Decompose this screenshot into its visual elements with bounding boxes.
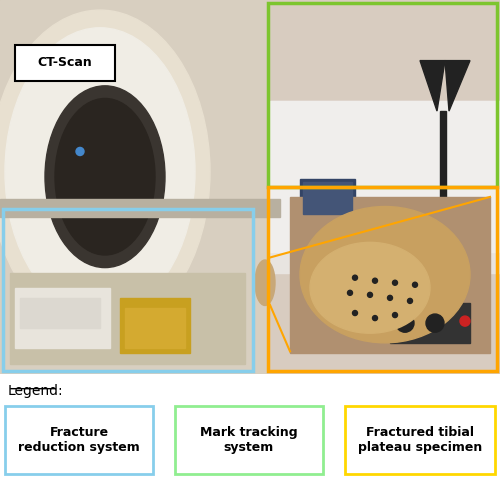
Ellipse shape [45, 86, 165, 268]
Bar [15, 288, 110, 348]
Bar [270, 101, 500, 273]
Ellipse shape [352, 275, 358, 280]
Bar [303, 182, 352, 214]
Ellipse shape [255, 260, 275, 306]
Text: Fractured tibial
plateau specimen: Fractured tibial plateau specimen [358, 426, 482, 454]
Bar [290, 197, 490, 354]
Ellipse shape [76, 148, 84, 156]
Polygon shape [270, 101, 500, 252]
Ellipse shape [0, 10, 210, 333]
Ellipse shape [412, 282, 418, 287]
Bar [390, 303, 470, 343]
Text: Legend:: Legend: [8, 384, 64, 398]
Bar [298, 216, 358, 224]
Ellipse shape [392, 312, 398, 318]
Ellipse shape [372, 278, 378, 283]
Ellipse shape [426, 314, 444, 332]
Ellipse shape [368, 292, 372, 297]
Text: CT-Scan: CT-Scan [38, 56, 92, 69]
Polygon shape [445, 60, 470, 111]
Bar [3, 209, 253, 371]
Ellipse shape [396, 314, 414, 332]
Bar [270, 0, 500, 374]
Bar [20, 298, 100, 328]
Ellipse shape [300, 206, 470, 343]
Bar [125, 308, 185, 348]
Bar [300, 179, 355, 217]
Bar [120, 298, 190, 354]
Bar [268, 187, 497, 371]
Ellipse shape [408, 298, 412, 303]
Polygon shape [420, 60, 445, 111]
Bar [10, 273, 245, 364]
Ellipse shape [55, 99, 155, 255]
Ellipse shape [310, 242, 430, 333]
Bar [268, 3, 497, 187]
Bar [15, 46, 115, 81]
Bar [175, 406, 323, 474]
Bar [440, 111, 446, 313]
Ellipse shape [352, 310, 358, 316]
Ellipse shape [460, 316, 470, 326]
Ellipse shape [5, 28, 195, 316]
Bar [0, 0, 280, 374]
Bar [0, 199, 280, 217]
Ellipse shape [392, 280, 398, 285]
Bar [5, 406, 153, 474]
Text: Fracture
reduction system: Fracture reduction system [18, 426, 140, 454]
Ellipse shape [348, 290, 352, 296]
Text: Mark tracking
system: Mark tracking system [200, 426, 298, 454]
Ellipse shape [372, 316, 378, 320]
Ellipse shape [388, 296, 392, 300]
Bar [345, 406, 495, 474]
